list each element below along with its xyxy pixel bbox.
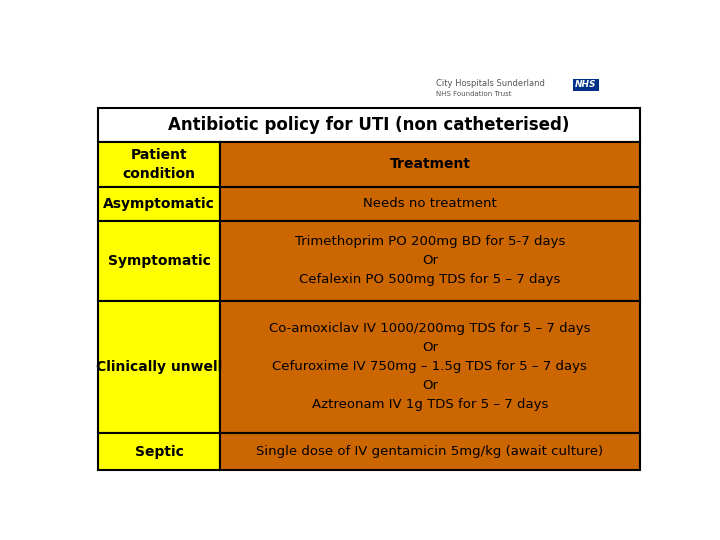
- Bar: [99, 301, 220, 433]
- Bar: [99, 142, 220, 187]
- Bar: [220, 301, 639, 433]
- Bar: [99, 109, 639, 142]
- Bar: [220, 142, 639, 187]
- Bar: [99, 187, 220, 220]
- Bar: [99, 220, 220, 301]
- Text: Needs no treatment: Needs no treatment: [363, 197, 497, 210]
- Bar: [220, 220, 639, 301]
- Text: Trimethoprim PO 200mg BD for 5-7 days
Or
Cefalexin PO 500mg TDS for 5 – 7 days: Trimethoprim PO 200mg BD for 5-7 days Or…: [294, 235, 565, 286]
- Text: Clinically unwell: Clinically unwell: [96, 360, 222, 374]
- Bar: [572, 78, 600, 91]
- Text: Treatment: Treatment: [390, 158, 470, 172]
- Text: Single dose of IV gentamicin 5mg/kg (await culture): Single dose of IV gentamicin 5mg/kg (awa…: [256, 445, 603, 458]
- Text: Asymptomatic: Asymptomatic: [104, 197, 215, 211]
- Text: City Hospitals Sunderland: City Hospitals Sunderland: [436, 79, 545, 88]
- Text: Symptomatic: Symptomatic: [108, 254, 211, 268]
- Bar: [99, 433, 220, 470]
- Text: NHS Foundation Trust: NHS Foundation Trust: [436, 91, 511, 97]
- Bar: [220, 433, 639, 470]
- Text: Septic: Septic: [135, 444, 184, 458]
- Bar: [220, 187, 639, 220]
- Text: Antibiotic policy for UTI (non catheterised): Antibiotic policy for UTI (non catheteri…: [168, 116, 570, 134]
- Text: NHS: NHS: [575, 80, 597, 89]
- Text: Patient
condition: Patient condition: [123, 148, 196, 181]
- Text: Co-amoxiclav IV 1000/200mg TDS for 5 – 7 days
Or
Cefuroxime IV 750mg – 1.5g TDS : Co-amoxiclav IV 1000/200mg TDS for 5 – 7…: [269, 322, 590, 411]
